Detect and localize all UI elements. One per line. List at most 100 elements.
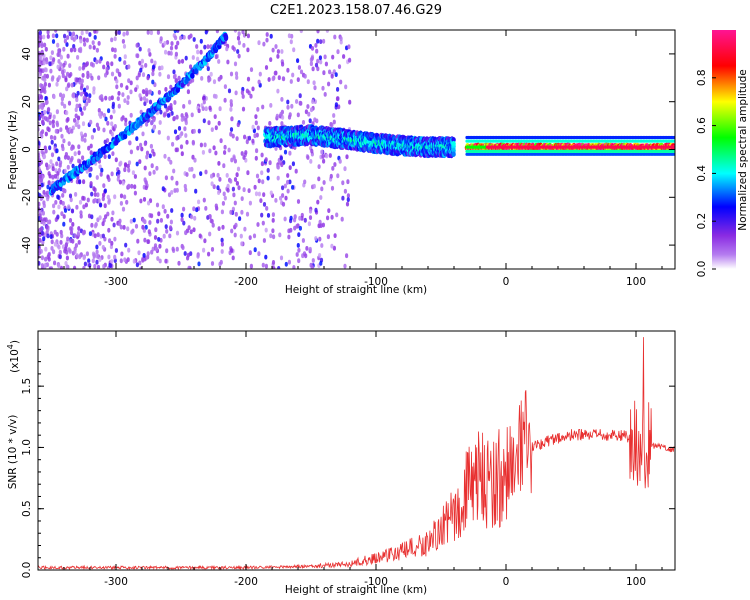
spectrogram-cell	[324, 61, 328, 67]
spectrogram-cell	[168, 225, 173, 231]
spectrogram-cell	[79, 131, 84, 137]
spectrogram-cell	[167, 105, 171, 111]
spectrogram-cell	[108, 238, 112, 244]
spectrogram-cell	[166, 213, 170, 219]
spectrogram-cell	[115, 78, 119, 84]
spectrogram-cell	[105, 66, 109, 72]
spectrogram-cell	[98, 215, 102, 221]
spectrogram-cell	[45, 162, 49, 168]
spectrogram-cell	[43, 85, 47, 91]
spectrogram-cell	[115, 68, 119, 73]
spectrogram-cell	[42, 221, 46, 226]
spectrogram-cell	[145, 150, 150, 156]
spectrogram-cell	[292, 265, 296, 269]
spectrogram-cell	[150, 163, 154, 169]
spectrogram-cell	[164, 175, 168, 181]
spectrogram-cell	[182, 220, 186, 226]
spectrogram-cell	[119, 224, 123, 230]
spectrogram-cell	[314, 43, 318, 48]
spectrogram-cell	[39, 83, 43, 88]
spectrogram-cell	[348, 57, 352, 63]
spectrogram-cell	[241, 94, 245, 99]
spectrogram-cell	[157, 211, 161, 217]
spectrogram-cell	[174, 44, 178, 50]
spectrogram-cell	[93, 192, 97, 197]
spectrogram-cell	[83, 261, 87, 267]
spectrogram-cell	[320, 186, 324, 192]
spectrogram-cell	[219, 138, 223, 144]
spectrogram-cell	[69, 157, 73, 163]
spectrogram-cell	[249, 67, 254, 72]
spectrogram-cell	[214, 94, 218, 99]
spectrogram-cell	[242, 32, 247, 38]
spectrogram-cell	[196, 253, 200, 259]
spectrogram-cell	[113, 54, 117, 59]
spectrogram-cell	[179, 144, 184, 150]
spectrogram-cell	[95, 249, 99, 255]
spectrogram-cell	[70, 35, 74, 41]
spectrogram-cell	[142, 253, 146, 258]
spectrogram-cell	[264, 263, 268, 269]
spectrogram-cell	[121, 39, 125, 44]
spectrogram-cell	[159, 36, 163, 42]
spectrogram-cell	[98, 58, 102, 64]
spectrogram-cell	[125, 199, 129, 205]
spectrogram-cell	[279, 195, 283, 201]
spectrogram-cell	[69, 230, 74, 236]
spectrogram-cell	[341, 195, 345, 201]
spectrogram-cell	[96, 264, 101, 269]
spectrogram-cell	[45, 224, 49, 230]
spectrogram-cell	[338, 159, 342, 164]
spectrogram-cell	[117, 169, 121, 175]
spectrogram-cell	[218, 106, 222, 112]
spectrogram-cell	[316, 30, 320, 34]
spectrogram-cell	[182, 35, 186, 40]
spectrogram-cell	[335, 212, 339, 218]
spectrogram-cell	[66, 236, 70, 242]
spectrogram-cell	[63, 103, 67, 109]
spectrogram-cell	[146, 251, 150, 256]
spectrogram-cell	[79, 210, 83, 216]
spectrogram-cell	[271, 212, 275, 218]
spectrogram-cell	[336, 173, 340, 179]
spectrogram-cell	[319, 195, 323, 200]
spectrogram-cell	[314, 236, 318, 241]
spectrogram-cell	[309, 107, 314, 113]
spectrogram-cell	[204, 30, 208, 35]
spectrogram-cell	[106, 194, 110, 200]
spectrogram-cell	[347, 44, 351, 50]
spectrogram-cell	[233, 232, 237, 238]
spectrogram-cell	[100, 167, 104, 173]
spectrogram-cell	[52, 203, 56, 209]
spectrogram-cell	[330, 214, 334, 220]
spectrogram-cell	[210, 247, 215, 252]
spectrogram-cell	[269, 33, 273, 39]
spectrogram-cell	[254, 155, 258, 161]
spectrogram-cell	[93, 30, 97, 34]
spectrogram-cell	[208, 148, 212, 154]
spectrogram-cell	[122, 44, 127, 49]
spectrogram-cell	[81, 230, 86, 236]
spectrogram-cell	[162, 233, 166, 239]
spectrogram-cell	[110, 71, 115, 77]
spectrogram-cell	[148, 52, 152, 57]
spectrogram-cell	[307, 221, 311, 227]
spectrogram-cell	[321, 154, 325, 159]
spectrogram-cell	[111, 47, 115, 52]
spectrogram-cell	[223, 195, 227, 201]
spectrogram-cell	[289, 39, 293, 45]
spectrogram-cell	[95, 253, 99, 259]
spectrogram-cell	[62, 46, 66, 52]
spectrogram-cell	[133, 174, 137, 179]
spectrogram-cell	[262, 41, 266, 47]
spectrogram-cell	[126, 95, 130, 100]
spectrogram-cell	[229, 131, 233, 137]
spectrogram-cell	[40, 182, 44, 188]
spectrogram-cell	[66, 117, 70, 122]
spectrogram-cell	[54, 30, 58, 33]
spectrogram-cell	[268, 121, 272, 126]
spectrogram-cell	[101, 233, 105, 239]
spectrogram-cell	[166, 74, 171, 80]
spectrogram-cell	[59, 62, 63, 67]
spectrogram-cell	[53, 135, 57, 141]
